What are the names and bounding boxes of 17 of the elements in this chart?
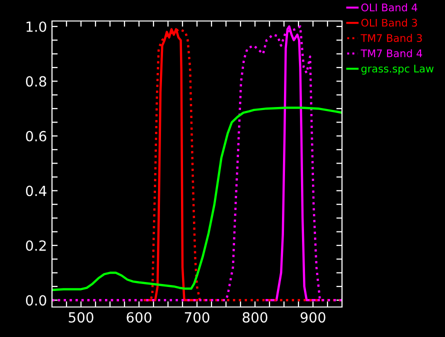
y-tick-label: 0.6 xyxy=(26,130,46,142)
legend-label: OLI Band 3 xyxy=(361,18,417,27)
line-series xyxy=(52,106,342,292)
legend-label: TM7 Band 3 xyxy=(360,34,422,42)
x-tick-label: 500 xyxy=(68,312,94,323)
x-tick-label: 900 xyxy=(300,312,326,323)
y-tick-label: 0.4 xyxy=(26,186,46,196)
y-tick-label: 0.2 xyxy=(26,240,46,251)
y-tick-label: 0.8 xyxy=(26,76,46,87)
x-tick-label: 700 xyxy=(184,312,210,323)
y-tick-label: 0.0 xyxy=(26,295,46,306)
y-tick-label: 1.0 xyxy=(26,21,46,32)
legend-label: OLI Band 4 xyxy=(361,3,418,12)
legend-label: TM7 Band 4 xyxy=(360,49,422,58)
x-tick-label: 600 xyxy=(126,312,152,323)
legend-label: grass.spc Law xyxy=(361,64,434,75)
x-tick-label: 800 xyxy=(242,312,268,323)
